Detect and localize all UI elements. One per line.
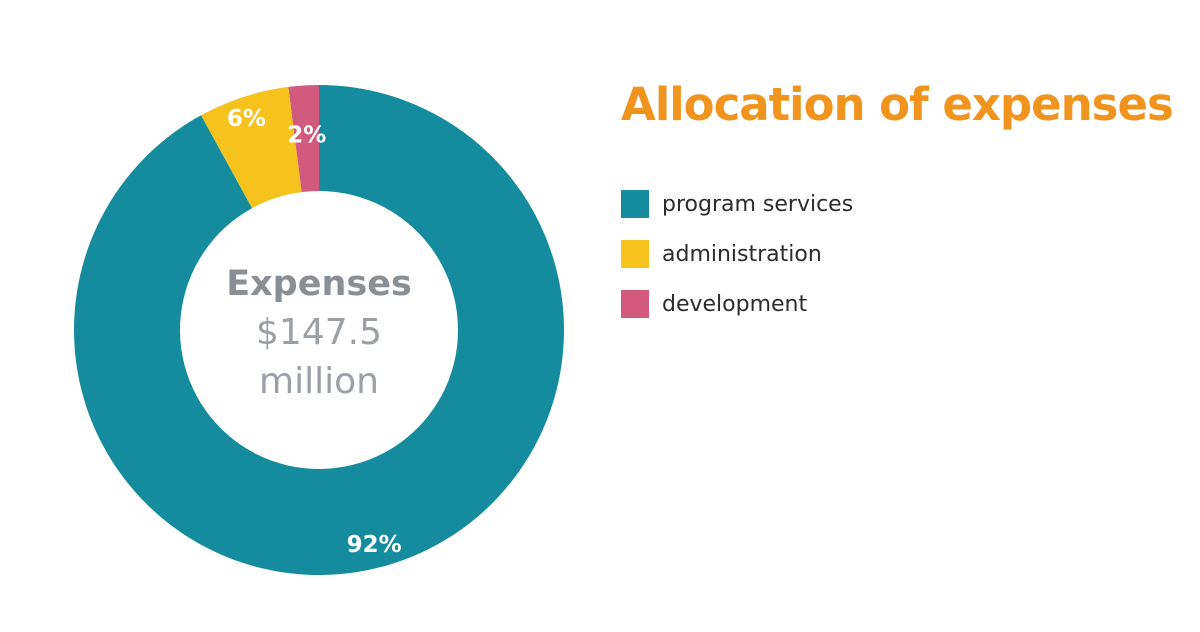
slice-labels: 2% 6% 92% (227, 106, 402, 558)
legend-item-program-services: program services (621, 186, 853, 222)
slice-label-development: 2% (287, 122, 326, 148)
legend-swatch-program-services (621, 190, 649, 218)
legend-item-development: development (621, 286, 853, 322)
legend-label-program-services: program services (662, 191, 854, 217)
legend: program services administration developm… (621, 186, 853, 336)
slice-label-administration: 6% (227, 106, 266, 132)
slice-development (288, 85, 319, 193)
legend-swatch-development (621, 290, 649, 318)
donut-chart: 2% 6% 92% Expenses $147.5 million (73, 85, 565, 575)
legend-label-administration: administration (662, 241, 822, 267)
legend-swatch-administration (621, 240, 649, 268)
center-unit: million (259, 361, 379, 402)
center-amount: $147.5 (256, 312, 382, 353)
donut-center-text: Expenses $147.5 million (226, 264, 412, 402)
slice-administration (200, 86, 302, 209)
slice-label-program-services: 92% (347, 532, 402, 558)
chart-title: Allocation of expenses (621, 78, 1174, 131)
center-title: Expenses (226, 264, 412, 304)
legend-label-development: development (662, 291, 808, 317)
donut-slices (73, 85, 565, 575)
slice-program-services (73, 85, 565, 575)
legend-item-administration: administration (621, 236, 853, 272)
